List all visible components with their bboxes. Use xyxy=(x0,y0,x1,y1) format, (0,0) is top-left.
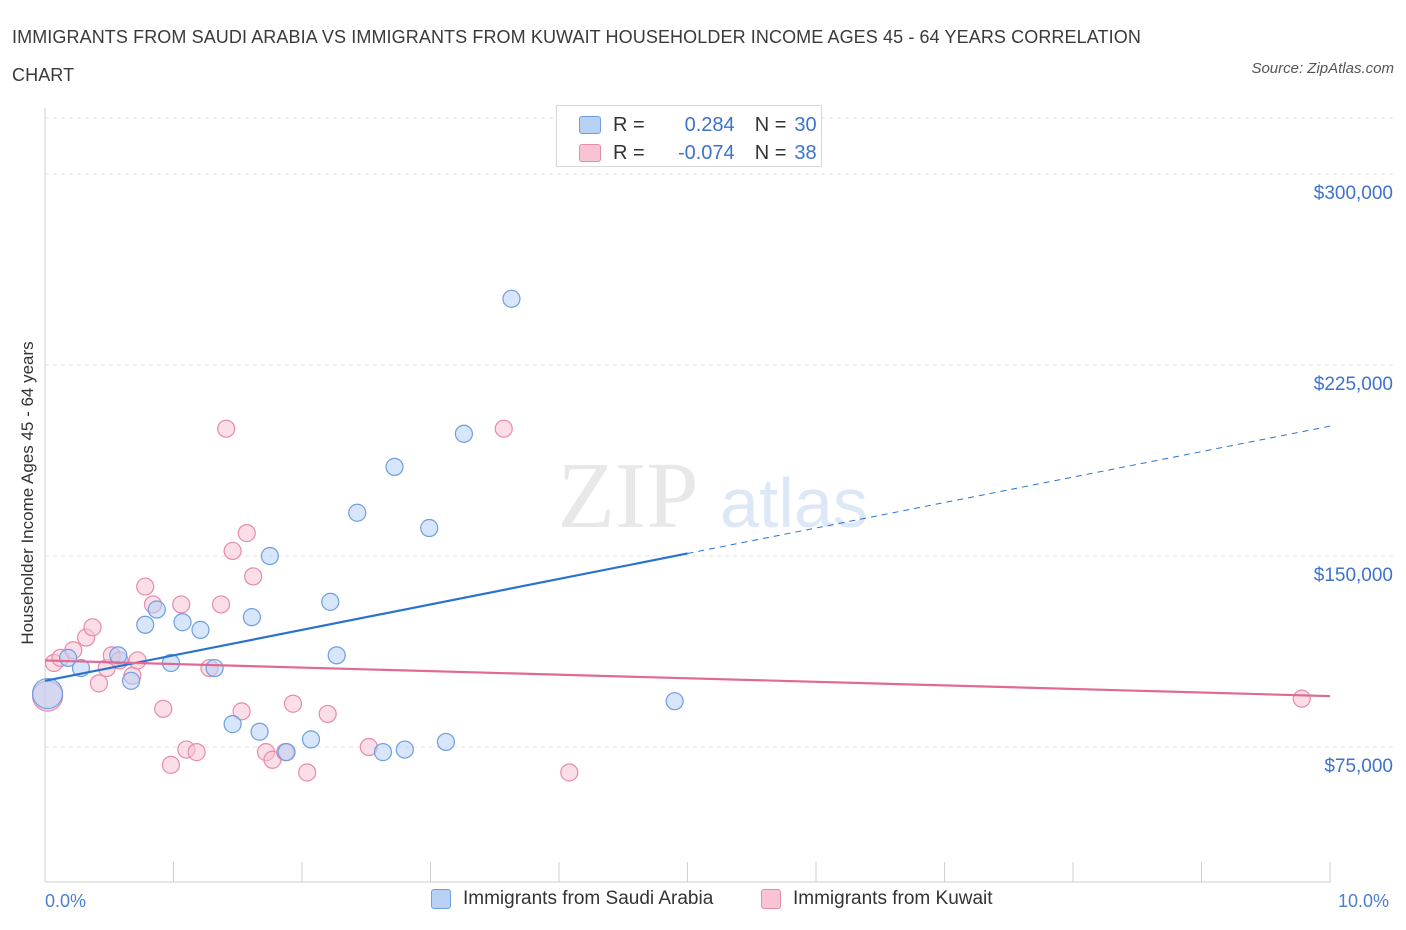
y-tick-label: $225,000 xyxy=(1314,374,1393,395)
kuwait-point xyxy=(217,419,236,438)
kuwait-point xyxy=(318,704,337,724)
r-value-kuwait: -0.074 xyxy=(677,141,735,164)
saudi-arabia-point xyxy=(136,615,155,634)
saudi-arabia-point xyxy=(121,671,141,690)
kuwait-point xyxy=(211,595,231,614)
n-value-saudi-arabia: 30 xyxy=(794,113,817,136)
saudi-arabia-point xyxy=(250,722,269,741)
n-label: N = xyxy=(754,113,787,136)
legend-label-kuwait: Immigrants from Kuwait xyxy=(793,888,993,909)
kuwait-point xyxy=(244,567,263,586)
axes xyxy=(44,108,1331,883)
kuwait-point xyxy=(298,763,317,782)
saudi-arabia-point xyxy=(454,424,474,443)
kuwait-point xyxy=(283,694,303,713)
y-tick-label: $75,000 xyxy=(1324,756,1393,777)
saudi-arabia-point xyxy=(31,677,64,710)
stats-swatch-saudi-arabia xyxy=(579,116,601,134)
stats-swatch-kuwait xyxy=(579,144,601,162)
legend-swatch-saudi-arabia xyxy=(431,889,451,909)
y-tick-label: $300,000 xyxy=(1314,183,1393,204)
saudi-arabia-point xyxy=(205,658,224,678)
kuwait-point xyxy=(187,743,206,762)
saudi-arabia-point xyxy=(502,289,521,308)
saudi-arabia-point xyxy=(327,646,346,665)
saudi-arabia-point xyxy=(348,503,367,522)
grid-lines xyxy=(45,117,1395,748)
source-label: Source: ZipAtlas.com xyxy=(1251,60,1394,77)
kuwait-point xyxy=(161,755,181,774)
kuwait-point xyxy=(223,541,242,561)
trend-line-kuwait xyxy=(44,659,1331,698)
bottom-legend: Immigrants from Saudi Arabia Immigrants … xyxy=(0,888,1406,918)
saudi-arabia-point xyxy=(223,715,242,734)
watermark-zip: ZIP xyxy=(558,444,699,548)
saudi-arabia-point xyxy=(191,620,210,639)
y-tick-labels: $75,000 $150,000 $225,000 $300,000 xyxy=(1314,183,1393,777)
legend-label-saudi-arabia: Immigrants from Saudi Arabia xyxy=(463,888,714,909)
saudi-arabia-point xyxy=(420,518,439,538)
kuwait-point xyxy=(232,702,251,721)
n-label: N = xyxy=(754,141,787,164)
trend-line-saudi-arabia xyxy=(44,552,688,682)
stats-legend: R = 0.284 N = 30 R = -0.074 N = 38 xyxy=(556,105,822,167)
watermark: ZIP atlas xyxy=(558,444,868,548)
legend-swatch-kuwait xyxy=(761,889,781,909)
r-label: R = xyxy=(613,113,645,136)
saudi-arabia-point xyxy=(373,743,393,762)
chart-title: IMMIGRANTS FROM SAUDI ARABIA VS IMMIGRAN… xyxy=(12,27,1141,85)
saudi-arabia-point xyxy=(301,730,321,749)
kuwait-point xyxy=(154,699,173,718)
x-tick-label-min: 0.0% xyxy=(45,891,87,911)
r-value-saudi-arabia: 0.284 xyxy=(684,113,735,136)
kuwait-point xyxy=(172,595,191,614)
y-tick-label: $150,000 xyxy=(1314,565,1393,586)
saudi-arabia-point xyxy=(436,732,456,752)
y-axis-label: Householder Income Ages 45 - 64 years xyxy=(18,341,37,645)
kuwait-point xyxy=(83,618,102,637)
saudi-arabia-point xyxy=(147,600,166,619)
saudi-arabia-point xyxy=(109,646,128,665)
kuwait-point xyxy=(560,763,579,782)
saudi-arabia-point xyxy=(321,592,340,611)
watermark-atlas: atlas xyxy=(720,464,868,542)
n-value-kuwait: 38 xyxy=(794,141,817,164)
r-label: R = xyxy=(613,141,645,164)
stats-row-kuwait: R = -0.074 N = 38 xyxy=(579,139,817,167)
saudi-arabia-point xyxy=(665,692,684,711)
legend-item-saudi-arabia[interactable]: Immigrants from Saudi Arabia xyxy=(431,888,713,910)
kuwait-point xyxy=(1292,689,1311,708)
saudi-arabia-point xyxy=(173,613,192,632)
kuwait-point xyxy=(136,577,155,596)
stats-row-saudi-arabia: R = 0.284 N = 30 xyxy=(579,111,817,139)
series-saudi-arabia-points xyxy=(31,289,684,762)
legend-item-kuwait[interactable]: Immigrants from Kuwait xyxy=(761,888,993,910)
saudi-arabia-point xyxy=(260,546,279,566)
saudi-arabia-point xyxy=(385,457,404,476)
kuwait-point xyxy=(89,674,109,693)
saudi-arabia-point xyxy=(242,608,261,627)
kuwait-point xyxy=(237,524,256,543)
saudi-arabia-point xyxy=(277,743,296,762)
kuwait-point xyxy=(494,419,513,438)
x-tick-label-max: 10.0% xyxy=(1338,891,1390,911)
saudi-arabia-point xyxy=(395,740,414,759)
trend-lines xyxy=(44,425,1331,698)
